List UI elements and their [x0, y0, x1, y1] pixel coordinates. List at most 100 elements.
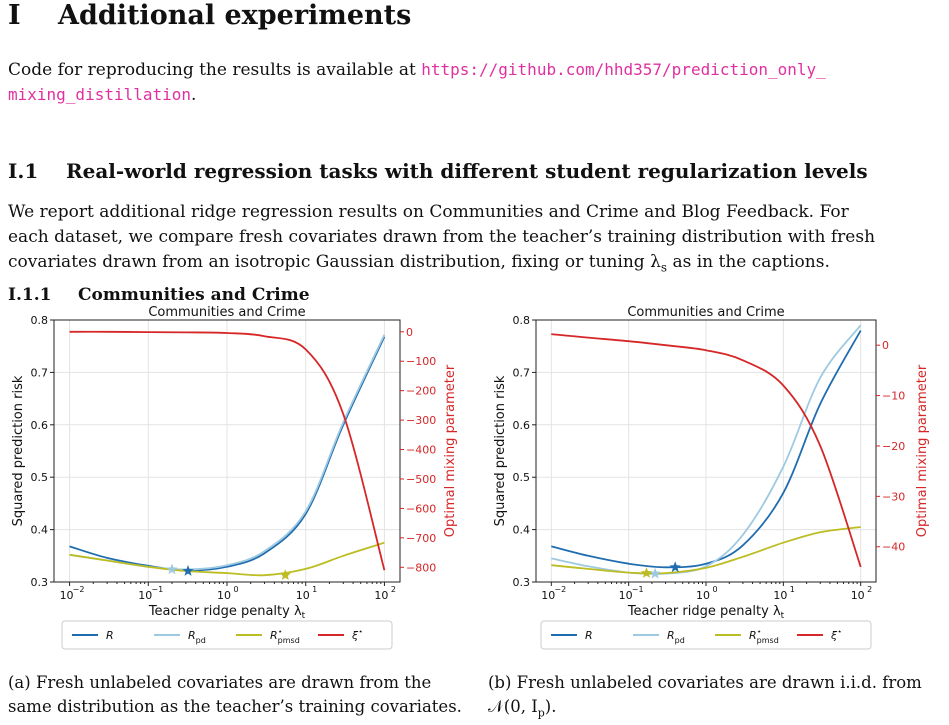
legend-label-R: R [585, 629, 593, 642]
subsubsection-title: I.1.1 Communities and Crime [8, 285, 310, 305]
y-right-tick-label: −800 [406, 561, 436, 574]
x-tick-label: 10 [138, 589, 152, 602]
y-right-axis-label: Optimal mixing parameter [915, 364, 930, 537]
y-right-tick-label: −20 [882, 440, 905, 453]
series-line-xi [551, 333, 862, 568]
x-tick-label: 10 [60, 589, 74, 602]
intro-line-2: mixing_distillation. [8, 82, 196, 108]
body-subscript: s [660, 260, 668, 275]
legend-subscript: pmsd [278, 636, 300, 645]
body-line-1: We report additional ridge regression re… [8, 202, 849, 222]
chart-title: Communities and Crime [148, 305, 305, 320]
y-left-tick-label: 0.8 [31, 314, 49, 327]
repo-link-continued[interactable]: mixing_distillation [8, 85, 192, 104]
y-right-tick-label: −30 [882, 490, 905, 503]
min-marker-R_pmsd [640, 567, 653, 578]
intro-line-1: Code for reproducing the results is avai… [8, 57, 826, 83]
y-left-axis-label: Squared prediction risk [493, 375, 508, 526]
x-tick-exponent: −1 [151, 585, 163, 594]
caption-a-line-2: same distribution as the teacher’s train… [8, 697, 462, 716]
caption-b-line-1: (b) Fresh unlabeled covariates are drawn… [488, 673, 922, 692]
x-tick-exponent: 1 [312, 585, 317, 594]
subsection-title-text: Real-world regression tasks with differe… [66, 159, 868, 183]
series-line-R_pmsd [69, 541, 385, 577]
legend-box [61, 620, 393, 650]
y-left-tick-label: 0.3 [513, 576, 531, 589]
x-axis-label: Teacher ridge penalty λt [627, 604, 785, 621]
legend-subscript: pd [675, 636, 685, 645]
body-line-3-text: covariates drawn from an isotropic Gauss… [8, 252, 661, 272]
min-marker-R [182, 565, 194, 576]
x-tick-exponent: 2 [391, 585, 396, 594]
x-tick-exponent: 0 [233, 585, 238, 594]
legend-superscript: ⋆ [358, 627, 363, 636]
x-tick-exponent: 1 [790, 585, 795, 594]
intro-text: Code for reproducing the results is avai… [8, 60, 422, 80]
x-axis-label-subscript: t [302, 611, 306, 621]
legend-subscript: pd [196, 636, 206, 645]
series-line-R_pd [551, 324, 862, 575]
x-axis-label-subscript: t [781, 611, 785, 621]
x-tick-label: 10 [619, 589, 633, 602]
min-marker-R_pmsd [279, 569, 291, 580]
x-tick-label: 10 [217, 589, 231, 602]
y-right-tick-label: −700 [406, 532, 436, 545]
y-left-axis-label: Squared prediction risk [11, 375, 26, 526]
y-left-tick-label: 0.7 [513, 366, 531, 379]
subsubsection-title-text: Communities and Crime [78, 285, 310, 305]
series-line-xi [69, 330, 386, 571]
subsection-number: I.1 [8, 159, 39, 183]
y-right-tick-label: −500 [406, 473, 436, 486]
chart-title: Communities and Crime [627, 305, 784, 320]
y-right-tick-label: 0 [406, 326, 413, 339]
section-number: I [8, 0, 21, 31]
caption-a: (a) Fresh unlabeled covariates are drawn… [8, 671, 462, 719]
x-tick-exponent: 2 [867, 585, 872, 594]
y-left-tick-label: 0.6 [31, 419, 49, 432]
legend-superscript: ⋆ [837, 627, 842, 636]
caption-b: (b) Fresh unlabeled covariates are drawn… [488, 671, 922, 725]
x-tick-label: 10 [851, 589, 865, 602]
min-marker-R_pd [166, 563, 178, 575]
min-marker-R [669, 561, 681, 573]
x-tick-exponent: −1 [632, 585, 644, 594]
legend-superscript: ⋆ [278, 627, 283, 636]
series-line-R_pmsd [551, 526, 861, 575]
legend-label-R: R [106, 629, 114, 642]
y-right-tick-label: 0 [882, 339, 889, 352]
y-left-tick-label: 0.4 [513, 524, 531, 537]
legend-box [540, 620, 872, 650]
y-left-tick-label: 0.5 [31, 471, 49, 484]
y-right-tick-label: −40 [882, 541, 905, 554]
subsection-title: I.1 Real-world regression tasks with diff… [8, 159, 868, 183]
section-title-text: Additional experiments [58, 0, 412, 31]
intro-end: . [191, 85, 197, 105]
body-line-3-end: as in the captions. [672, 252, 830, 272]
legend-superscript: ⋆ [757, 627, 762, 636]
x-tick-exponent: −2 [73, 585, 85, 594]
caption-a-line-1: (a) Fresh unlabeled covariates are drawn… [8, 673, 432, 692]
series-line-R [69, 336, 386, 572]
x-tick-label: 10 [541, 589, 555, 602]
y-left-tick-label: 0.5 [513, 471, 531, 484]
min-marker-R_pd [649, 567, 661, 579]
caption-b-subscript: p [537, 706, 545, 720]
y-right-tick-label: −400 [406, 444, 436, 457]
x-tick-label: 10 [773, 589, 787, 602]
y-left-tick-label: 0.3 [31, 576, 49, 589]
x-tick-label: 10 [296, 589, 310, 602]
x-tick-label: 10 [696, 589, 710, 602]
repo-link[interactable]: https://github.com/hhd357/prediction_onl… [421, 60, 826, 79]
y-right-tick-label: −600 [406, 502, 436, 515]
legend-subscript: pmsd [757, 636, 779, 645]
y-right-tick-label: −200 [406, 385, 436, 398]
body-line-2: each dataset, we compare fresh covariate… [8, 227, 876, 247]
y-left-tick-label: 0.7 [31, 366, 49, 379]
y-left-tick-label: 0.6 [513, 419, 531, 432]
x-tick-label: 10 [374, 589, 388, 602]
subsubsection-number: I.1.1 [8, 285, 52, 305]
caption-b-line-2-text: 𝒩(0, I [488, 697, 538, 716]
y-right-tick-label: −10 [882, 390, 905, 403]
y-right-tick-label: −100 [406, 355, 436, 368]
